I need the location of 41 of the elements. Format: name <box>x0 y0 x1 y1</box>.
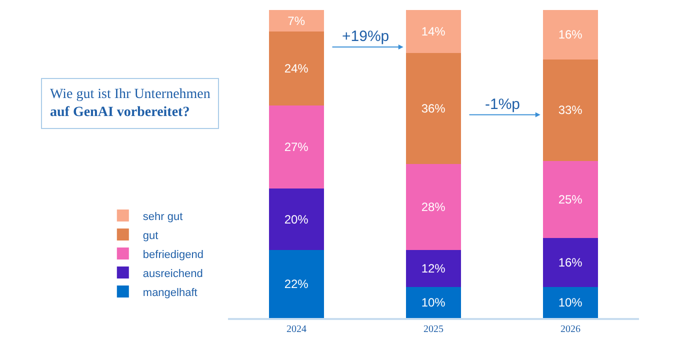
bar <box>543 160 598 238</box>
x-tick-label: 2026 <box>560 324 580 335</box>
data-label: 25% <box>558 192 583 206</box>
bar <box>269 32 324 106</box>
bar <box>406 10 461 54</box>
data-label: 27% <box>284 140 309 154</box>
bar <box>406 287 461 318</box>
bar <box>543 287 598 318</box>
x-tick-label: 2024 <box>286 324 306 335</box>
bar <box>543 238 598 288</box>
bar <box>269 188 324 250</box>
data-label: 7% <box>288 14 306 28</box>
data-label: 28% <box>421 200 446 214</box>
text: Wie gut ist Ihr Unternehmen auf GenAI vorbereitet? <box>50 87 210 120</box>
legend-label: befriedigend <box>142 248 204 261</box>
bar <box>406 250 461 288</box>
legend-label: mangelhaft <box>142 286 198 299</box>
data-label: 36% <box>421 102 446 116</box>
data-label: 14% <box>421 24 446 39</box>
legend-label: ausreichend <box>142 268 203 280</box>
bar <box>406 164 461 250</box>
data-label: 16% <box>558 28 583 42</box>
data-label: 20% <box>284 212 309 226</box>
data-label: 16% <box>558 256 583 270</box>
bar <box>406 53 461 164</box>
data-label: 24% <box>284 62 309 76</box>
data-label: 33% <box>558 103 583 118</box>
bar <box>269 105 324 189</box>
legend-label: sehr gut <box>142 210 183 223</box>
data-label: 10% <box>558 296 583 310</box>
data-label: 22% <box>284 277 309 292</box>
bar <box>269 250 324 318</box>
data-label: 12% <box>421 262 446 276</box>
bar <box>543 59 598 161</box>
annotation: +19%p <box>342 28 390 45</box>
x-tick-label: 2025 <box>424 324 444 335</box>
annotation: -1%p <box>485 96 520 113</box>
data-label: 10% <box>421 296 446 310</box>
bar <box>269 10 324 32</box>
legend-label: gut <box>142 230 158 242</box>
bar <box>543 10 598 60</box>
